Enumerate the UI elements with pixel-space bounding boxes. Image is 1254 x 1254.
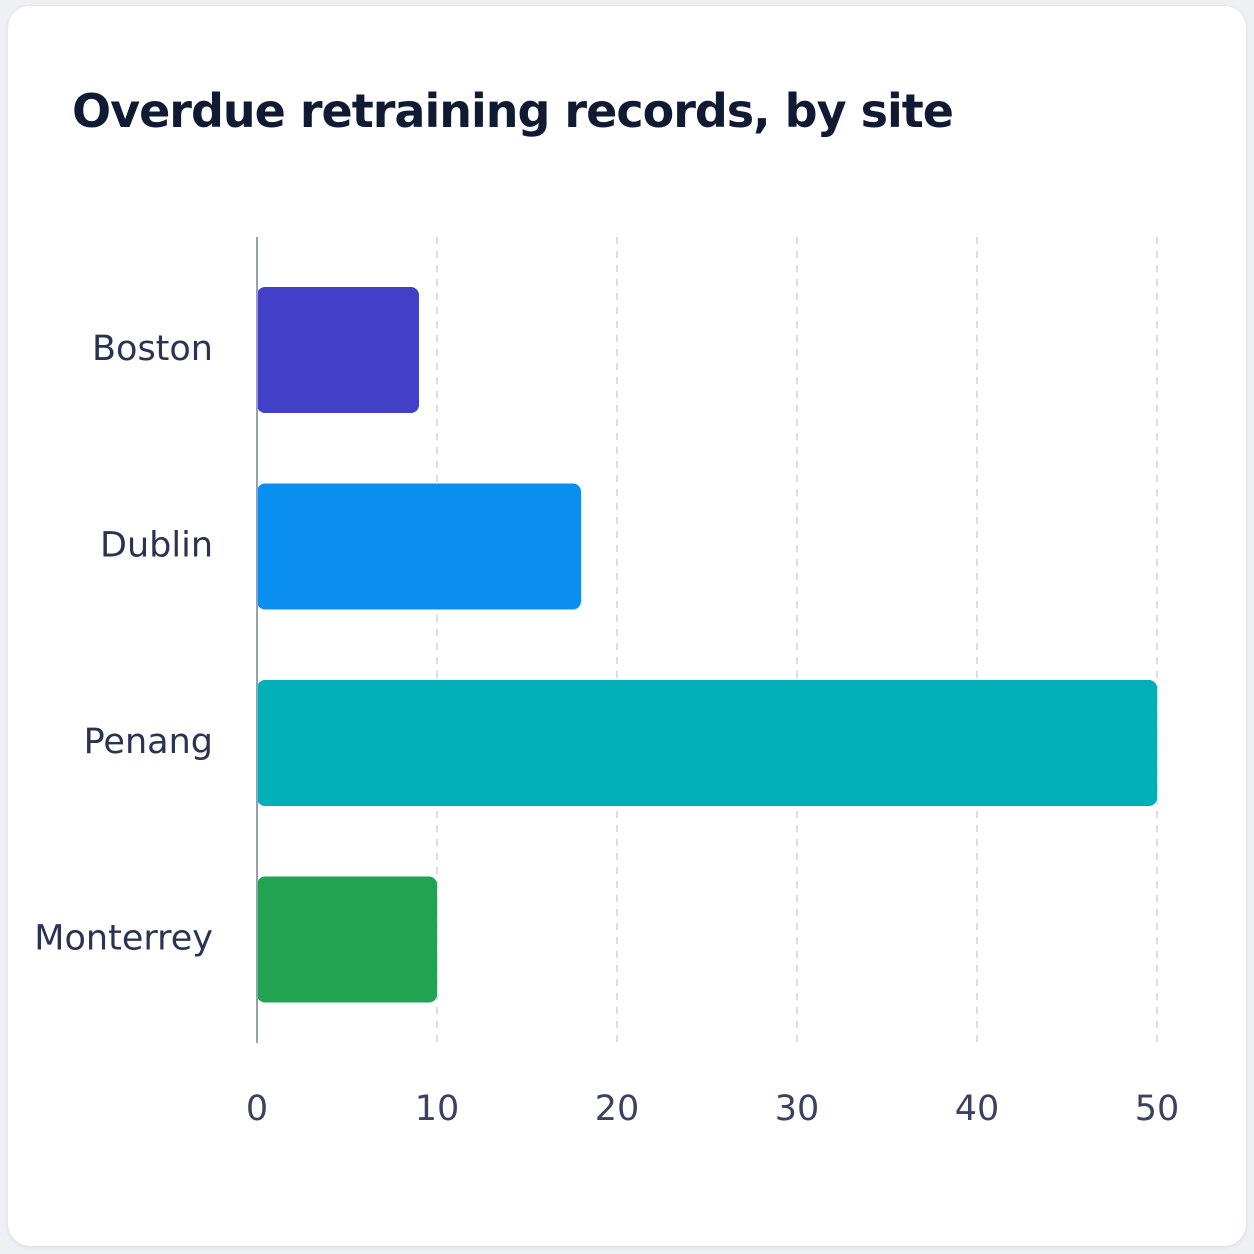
- bar-penang: [257, 680, 1157, 806]
- x-tick-label: 20: [595, 1089, 640, 1129]
- category-label: Boston: [92, 329, 213, 369]
- x-tick-labels: 0 10 20 30 40 50: [246, 1089, 1179, 1129]
- bar-monterrey: [257, 876, 437, 1003]
- chart-card: [8, 6, 1246, 1246]
- x-tick-label: 30: [775, 1089, 820, 1129]
- gridlines: [436, 237, 1158, 1043]
- category-label: Dublin: [100, 526, 213, 566]
- category-label: Penang: [84, 722, 213, 762]
- bars: [257, 287, 1157, 1003]
- x-tick-label: 10: [415, 1089, 460, 1129]
- x-tick-label: 50: [1135, 1089, 1180, 1129]
- x-tick-label: 40: [955, 1089, 1000, 1129]
- category-label: Monterrey: [34, 919, 213, 959]
- chart-title: Overdue retraining records, by site: [72, 84, 954, 138]
- category-labels: Boston Dublin Penang Monterrey: [34, 329, 213, 959]
- bar-boston: [257, 287, 419, 413]
- bar-dublin: [257, 483, 581, 610]
- x-tick-label: 0: [246, 1089, 268, 1129]
